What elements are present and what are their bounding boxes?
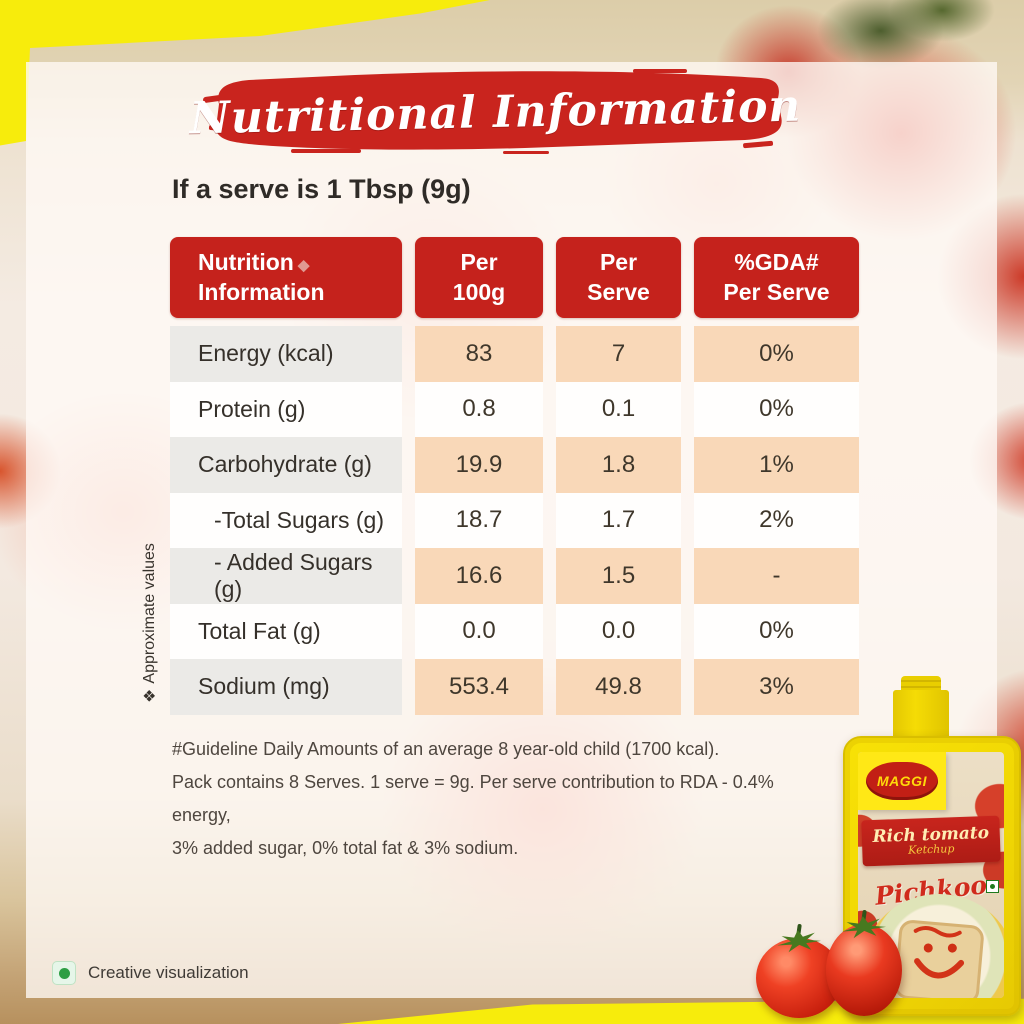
cell-value: 83	[415, 326, 543, 382]
approximate-values-note: ❖ Approximate values	[139, 528, 161, 718]
nutrition-table-body: Energy (kcal) 83 7 0% Protein (g) 0.8 0.1 0% Car…	[170, 326, 859, 715]
diamond-icon: ◆	[297, 257, 310, 275]
creative-visualization-note: Creative visualization	[52, 961, 249, 985]
cell-value: 1.8	[556, 437, 681, 493]
cell-value: 0.0	[556, 603, 681, 659]
veg-mark-icon	[52, 961, 76, 985]
cell-value: 0.0	[415, 603, 543, 659]
cell-value: 553.4	[415, 659, 543, 715]
variant-type: Ketchup	[907, 842, 955, 857]
pouch-spout	[893, 690, 949, 742]
column-header-per-100g: Per 100g	[415, 237, 543, 318]
row-label: Total Fat (g)	[170, 603, 402, 659]
serving-size-note: If a serve is 1 Tbsp (9g)	[172, 174, 471, 204]
creative-visualization-label: Creative visualization	[88, 963, 249, 982]
cell-value: 49.8	[556, 659, 681, 715]
row-label: Carbohydrate (g)	[170, 437, 402, 493]
cell-value: 18.7	[415, 492, 543, 548]
brush-stroke-graphic	[203, 69, 782, 154]
approximate-values-label: Approximate values	[141, 543, 158, 684]
tomato-photo	[826, 909, 902, 1016]
cell-value: 16.6	[415, 548, 543, 604]
footnote-line: Pack contains 8 Serves. 1 serve = 9g. Pe…	[172, 772, 774, 825]
page-title: Nutritional Information	[189, 80, 802, 144]
row-label: Sodium (mg)	[170, 659, 402, 715]
cell-value: 1.7	[556, 492, 681, 548]
cell-value: -	[694, 548, 859, 604]
row-label: Protein (g)	[170, 381, 402, 437]
brand-name: MAGGI	[877, 773, 927, 789]
column-header-gda-per-serve: %GDA# Per Serve	[694, 237, 859, 318]
footnote-line: #Guideline Daily Amounts of an average 8…	[172, 739, 720, 759]
footnotes: #Guideline Daily Amounts of an average 8…	[172, 733, 822, 865]
maggi-logo: MAGGI	[866, 762, 938, 800]
cell-value: 0.8	[415, 381, 543, 437]
footnote-line: 3% added sugar, 0% total fat & 3% sodium…	[172, 838, 519, 858]
pouch-label: MAGGI Rich tomato Ketchup Pichkoo	[858, 752, 1004, 998]
nutrition-table-header: Nutrition ◆ Information Per 100g Per Serve %GDA…	[170, 237, 859, 318]
cell-value: 0.1	[556, 381, 681, 437]
diamond-icon: ❖	[142, 688, 159, 703]
cell-value: 0%	[694, 326, 859, 382]
row-label: - Added Sugars (g)	[170, 548, 402, 604]
pouch-spout-cap-icon	[901, 676, 941, 692]
cell-value: 2%	[694, 492, 859, 548]
cell-value: 3%	[694, 659, 859, 715]
cell-value: 1%	[694, 437, 859, 493]
maggi-logo-block: MAGGI	[858, 752, 946, 810]
column-header-per-serve: Per Serve	[556, 237, 681, 318]
variant-ribbon: Rich tomato Ketchup	[861, 815, 1001, 867]
row-label: Energy (kcal)	[170, 326, 402, 382]
smiley-toast-icon	[894, 920, 984, 998]
row-label: -Total Sugars (g)	[170, 492, 402, 548]
column-header-nutrition-information: Nutrition ◆ Information	[170, 237, 402, 318]
pack-veg-mark-icon	[986, 880, 999, 893]
cell-value: 0%	[694, 381, 859, 437]
title-banner: Nutritional Information	[189, 68, 802, 156]
cell-value: 1.5	[556, 548, 681, 604]
cell-value: 19.9	[415, 437, 543, 493]
cell-value: 0%	[694, 603, 859, 659]
cell-value: 7	[556, 326, 681, 382]
